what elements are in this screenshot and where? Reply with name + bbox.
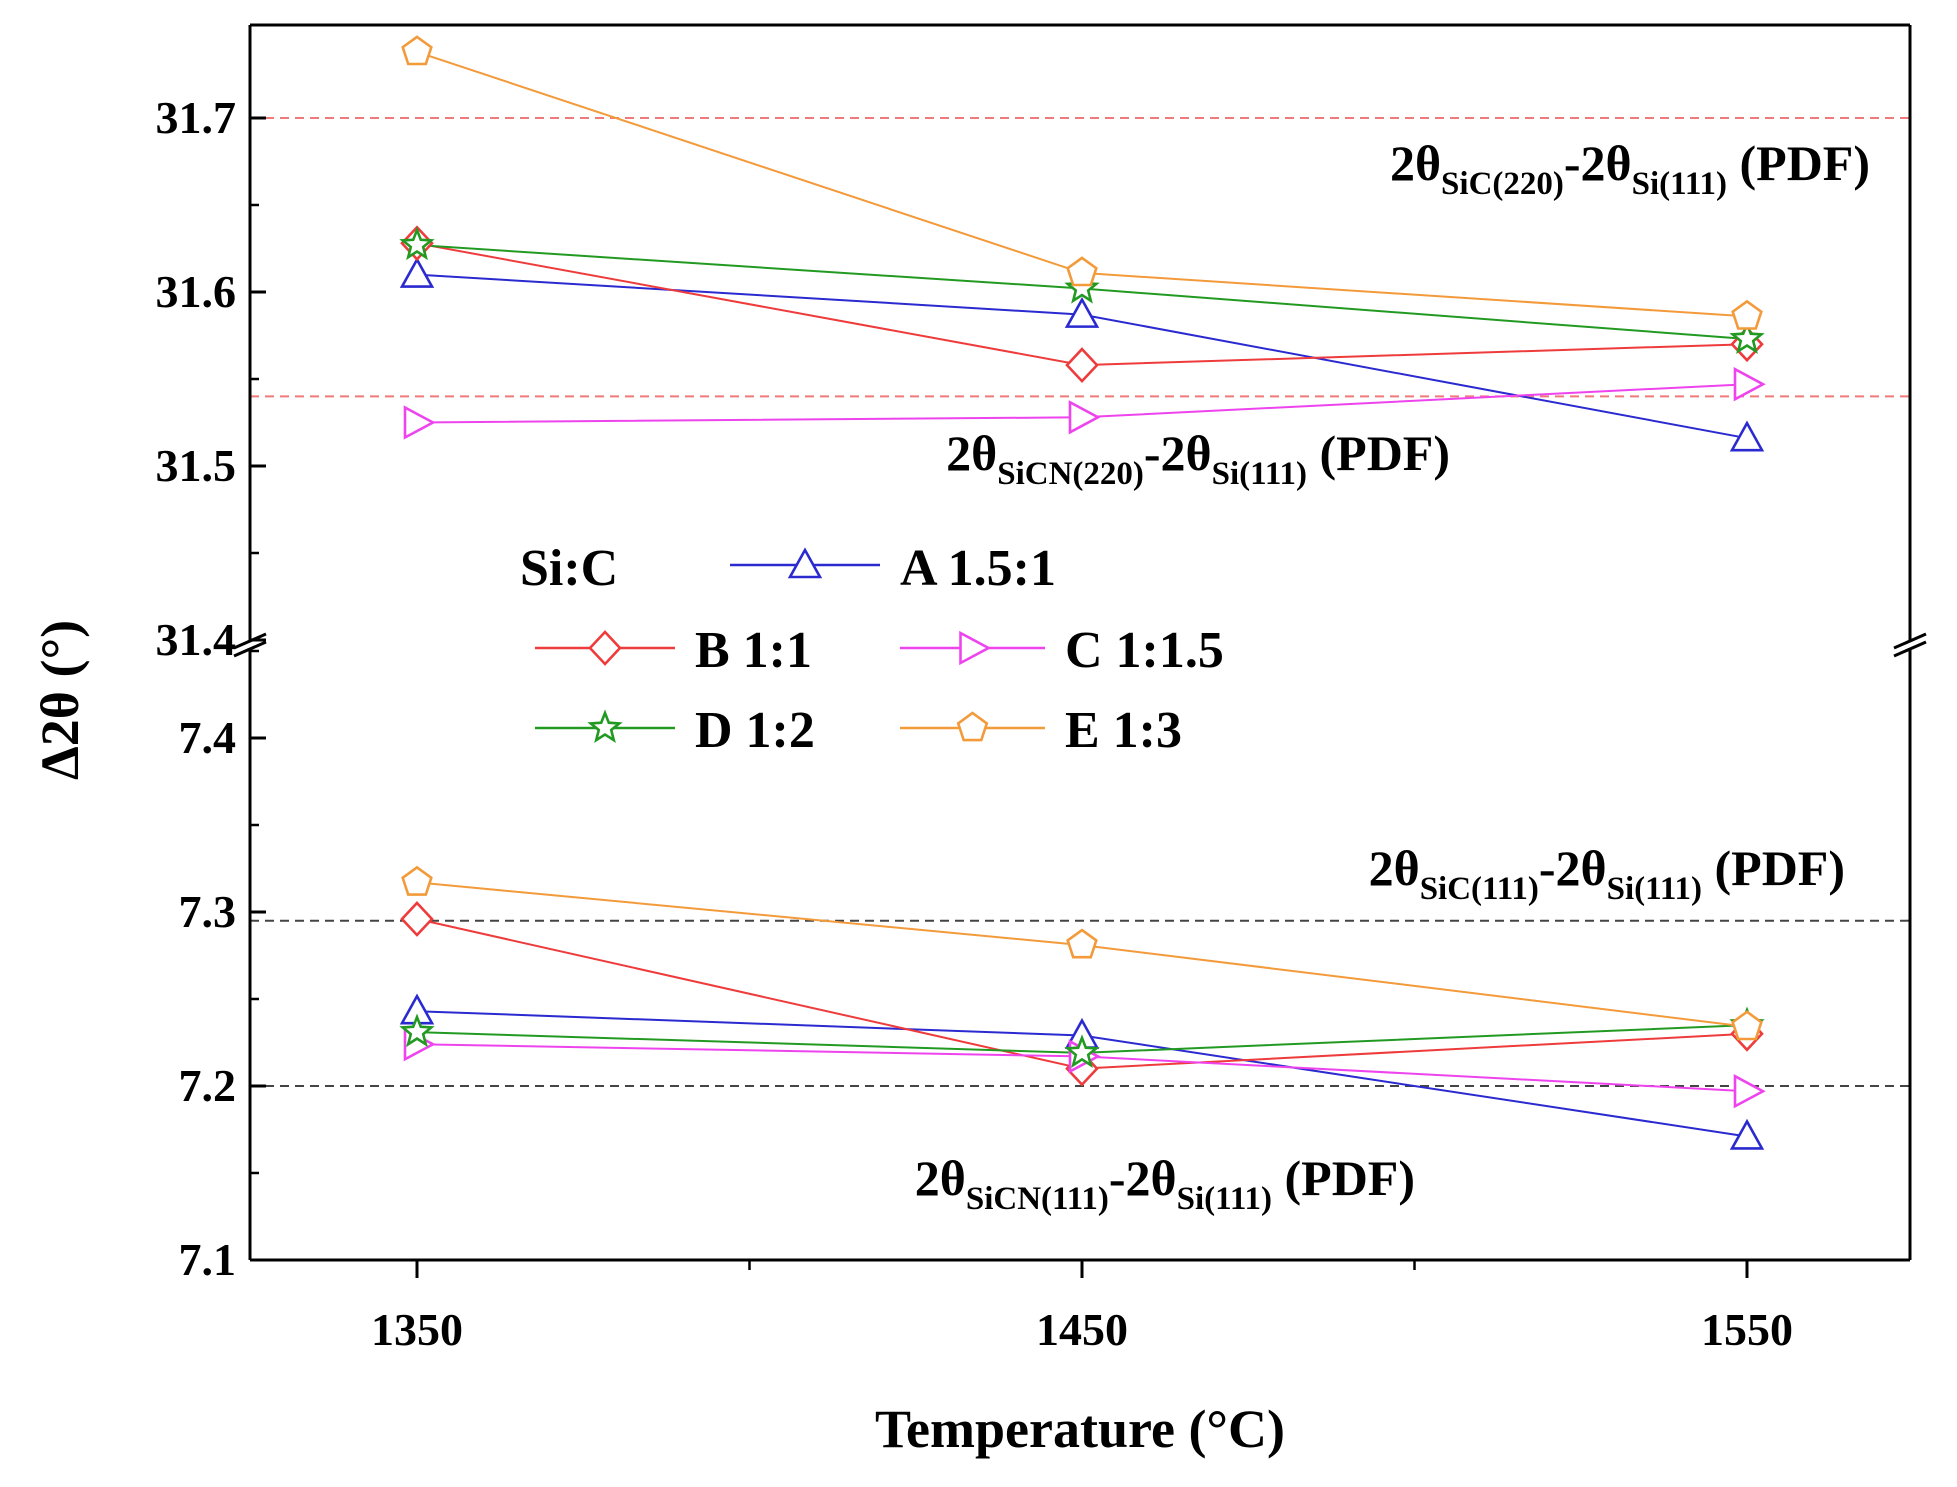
data-point-upper-3-1: [1064, 269, 1100, 304]
data-point-upper-4-2: [1731, 299, 1763, 330]
data-point-lower-4-0: [401, 865, 433, 896]
y-tick-label-lower-0: 7.1: [179, 1234, 237, 1285]
data-point-upper-4-0: [401, 35, 433, 66]
data-point-upper-3-0: [399, 226, 435, 261]
y-tick-label-lower-3: 7.4: [179, 712, 237, 763]
x-tick-label-1: 1450: [1036, 1304, 1128, 1355]
axis-break-mark-right-1: [1893, 632, 1927, 650]
data-point-upper-2-1: [1068, 400, 1101, 435]
reference-annotation-upper-1: 2θSiCN(220)-2θSi(111) (PDF): [946, 425, 1450, 492]
legend-marker-3: [587, 709, 623, 743]
text-layer: 2θSiC(220)-2θSi(111) (PDF) 2θSiCN(220)-2θ…: [30, 92, 1870, 1459]
data-point-lower-3-1: [1064, 1034, 1100, 1068]
y-tick-label-upper-2: 31.6: [156, 266, 237, 317]
legend-title: Si:C: [520, 540, 618, 597]
data-point-lower-1-0: [400, 901, 434, 937]
data-point-lower-3-0: [399, 1013, 435, 1048]
legend-marker-4: [956, 711, 989, 742]
y-tick-label-upper-1: 31.5: [156, 440, 237, 491]
x-tick-label-2: 1550: [1701, 1304, 1793, 1355]
x-tick-label-0: 1350: [371, 1304, 463, 1355]
legend: Si:C A 1.5:1 B 1:1 C 1:1.5 D 1:2 E 1:3: [520, 540, 1224, 759]
data-point-upper-0-2: [1729, 420, 1765, 452]
data-point-lower-4-2: [1731, 1010, 1763, 1041]
legend-label-0: A 1.5:1: [900, 540, 1056, 597]
axes-layer: [233, 23, 1927, 1278]
legend-marker-2: [959, 630, 992, 666]
data-point-upper-2-2: [1733, 367, 1766, 402]
y-tick-label-upper-0: 31.4: [156, 614, 237, 665]
data-point-lower-0-2: [1729, 1118, 1765, 1150]
legend-label-1: B 1:1: [695, 622, 812, 679]
data-point-upper-2-0: [403, 405, 436, 440]
data-point-upper-0-1: [1064, 296, 1100, 328]
y-tick-label-lower-1: 7.2: [179, 1060, 237, 1111]
legend-label-2: C 1:1.5: [1065, 622, 1224, 679]
x-axis-title: Temperature (°C): [875, 1399, 1285, 1459]
data-point-upper-4-1: [1066, 256, 1098, 287]
axis-break-mark-right-2: [1893, 640, 1927, 658]
data-point-lower-4-1: [1066, 928, 1098, 959]
y-tick-label-lower-2: 7.3: [179, 886, 237, 937]
legend-marker-1: [588, 630, 622, 666]
reference-annotation-lower-1: 2θSiCN(111)-2θSi(111) (PDF): [915, 1150, 1415, 1217]
y-tick-label-upper-3: 31.7: [156, 92, 237, 143]
series-layer: [399, 35, 1766, 1150]
legend-marker-0: [787, 547, 823, 579]
data-point-upper-1-1: [1065, 347, 1099, 383]
y-axis-title: Δ2θ (°): [30, 620, 90, 780]
reference-annotation-lower-0: 2θSiC(111)-2θSi(111) (PDF): [1369, 840, 1845, 907]
data-point-lower-2-2: [1733, 1074, 1766, 1109]
reference-annotation-upper-0: 2θSiC(220)-2θSi(111) (PDF): [1390, 135, 1870, 202]
legend-label-3: D 1:2: [695, 702, 815, 759]
data-point-upper-3-2: [1729, 320, 1765, 354]
axis-break-mark-left-2: [233, 640, 267, 658]
data-point-upper-0-0: [399, 256, 435, 288]
legend-label-4: E 1:3: [1065, 702, 1182, 759]
